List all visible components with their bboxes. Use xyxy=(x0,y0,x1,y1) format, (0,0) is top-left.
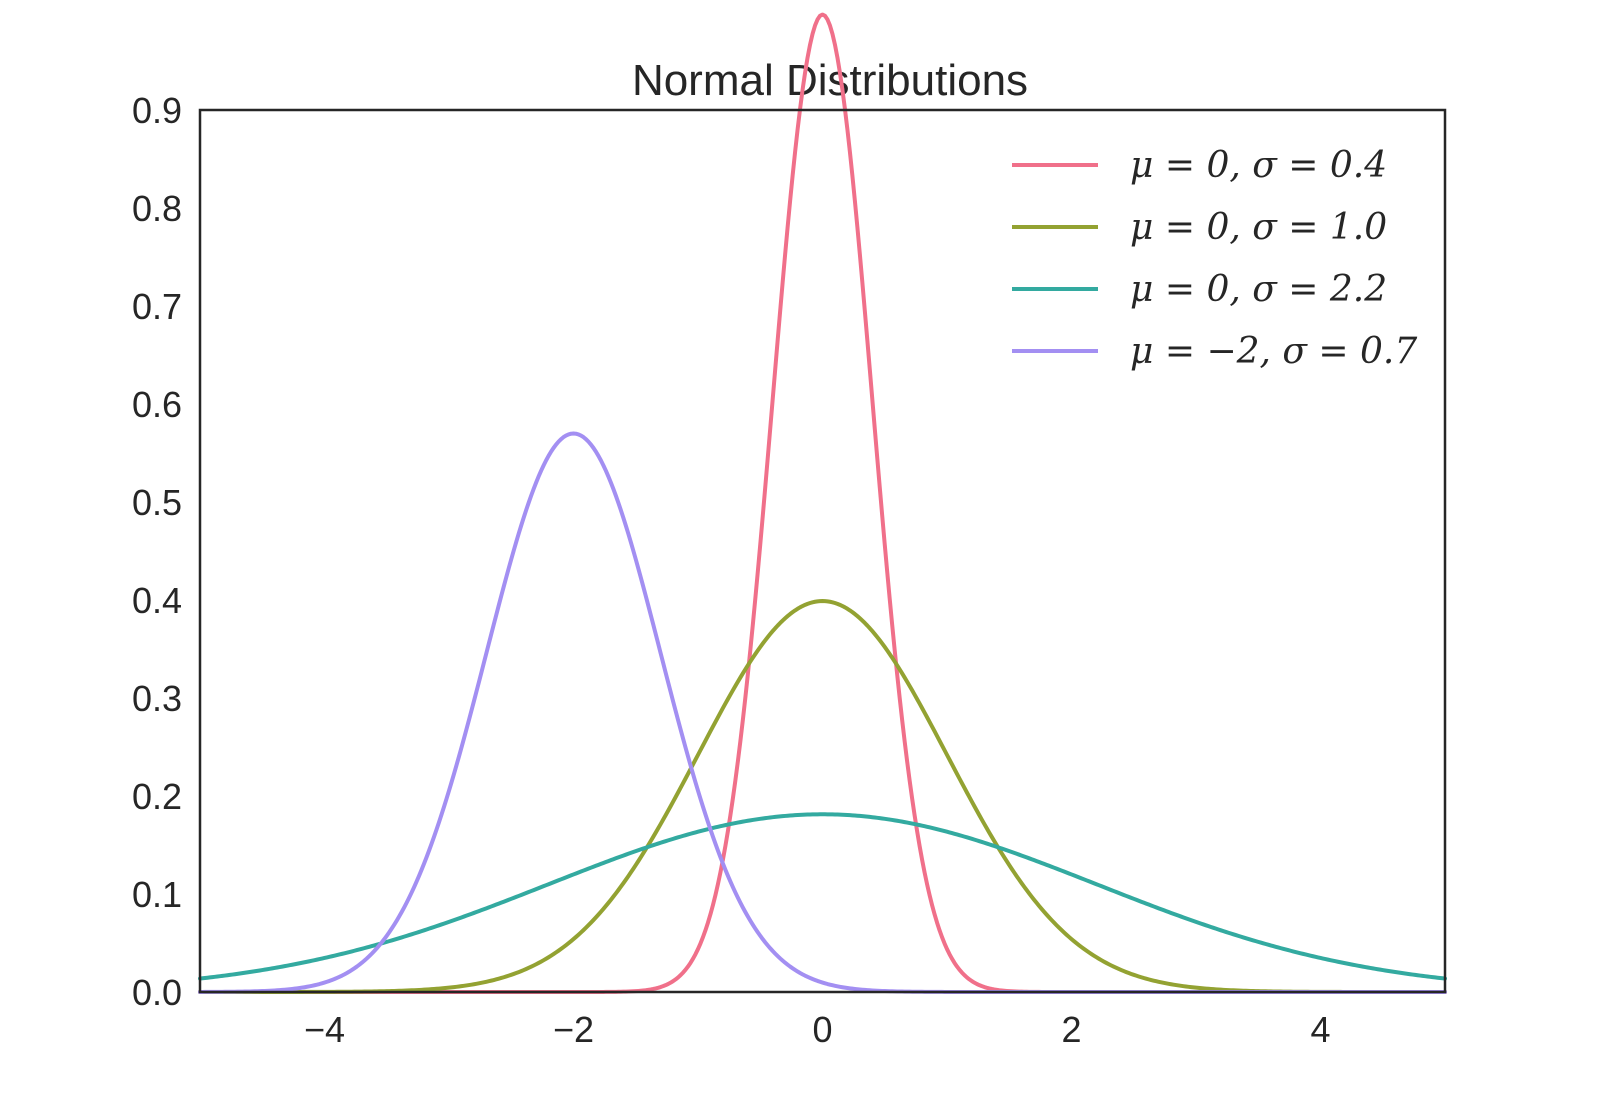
legend-label: μ = −2, σ = 0.7 xyxy=(1130,331,1417,372)
legend-item: μ = −2, σ = 0.7 xyxy=(1012,331,1417,372)
x-tick-label: −2 xyxy=(553,1009,594,1050)
legend: μ = 0, σ = 0.4 μ = 0, σ = 1.0 μ = 0, σ = 2… xyxy=(1012,145,1417,372)
y-axis: 0.0 0.1 0.2 0.3 0.4 0.5 0.6 0.7 0.8 0.9 xyxy=(132,90,182,1013)
y-tick-label: 0.3 xyxy=(132,678,182,719)
x-tick-label: −4 xyxy=(304,1009,345,1050)
y-tick-label: 0.0 xyxy=(132,972,182,1013)
x-tick-label: 4 xyxy=(1310,1009,1330,1050)
legend-item: μ = 0, σ = 1.0 xyxy=(1012,207,1387,248)
chart-title: Normal Distributions xyxy=(632,56,1028,105)
y-tick-label: 0.9 xyxy=(132,90,182,131)
axes-frame xyxy=(198,108,1447,994)
y-tick-label: 0.1 xyxy=(132,874,182,915)
series-line-3 xyxy=(198,812,1447,981)
legend-label: μ = 0, σ = 2.2 xyxy=(1130,269,1387,310)
y-tick-label: 0.7 xyxy=(132,286,182,327)
series-line-4 xyxy=(198,431,1447,994)
legend-label: μ = 0, σ = 1.0 xyxy=(1130,207,1387,248)
x-axis: −4 −2 0 2 4 xyxy=(304,1009,1331,1050)
legend-item: μ = 0, σ = 2.2 xyxy=(1012,269,1387,310)
y-tick-label: 0.4 xyxy=(132,580,182,621)
y-tick-label: 0.5 xyxy=(132,482,182,523)
y-tick-label: 0.8 xyxy=(132,188,182,229)
x-tick-label: 0 xyxy=(812,1009,832,1050)
y-tick-label: 0.2 xyxy=(132,776,182,817)
legend-item: μ = 0, σ = 0.4 xyxy=(1012,145,1387,186)
y-tick-label: 0.6 xyxy=(132,384,182,425)
x-tick-label: 2 xyxy=(1061,1009,1081,1050)
legend-label: μ = 0, σ = 0.4 xyxy=(1130,145,1387,186)
